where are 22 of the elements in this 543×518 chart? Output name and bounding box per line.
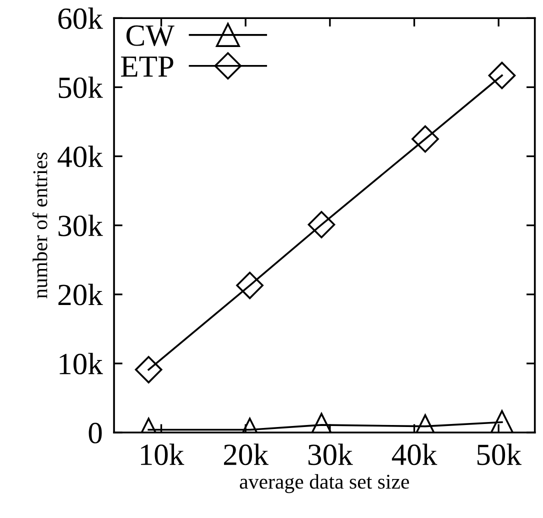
y-tick-label: 30k (58, 214, 103, 236)
x-tick-label: 10k (141, 444, 184, 466)
x-tick-label: 30k (308, 444, 353, 466)
legend-label: CW (126, 25, 174, 46)
y-tick-label: 0 (88, 422, 102, 444)
y-tick-label: 40k (58, 146, 103, 168)
y-tick-label: 10k (60, 352, 103, 374)
point (236, 272, 264, 300)
x-axis-title: average data set size (240, 474, 410, 494)
legend-label: ETP (121, 56, 174, 77)
point (134, 356, 162, 384)
x-tick-label: 40k (392, 444, 438, 466)
y-axis-title: number of entries (32, 152, 48, 298)
point (412, 125, 439, 153)
x-tick-label: 50k (477, 444, 522, 466)
x-tick-label: 20k (224, 444, 269, 466)
point (488, 62, 516, 90)
point (490, 410, 514, 433)
point (308, 210, 336, 238)
y-tick-label: 50k (58, 76, 103, 98)
y-tick-label: 60k (58, 8, 103, 30)
y-tick-label: 20k (58, 284, 103, 306)
